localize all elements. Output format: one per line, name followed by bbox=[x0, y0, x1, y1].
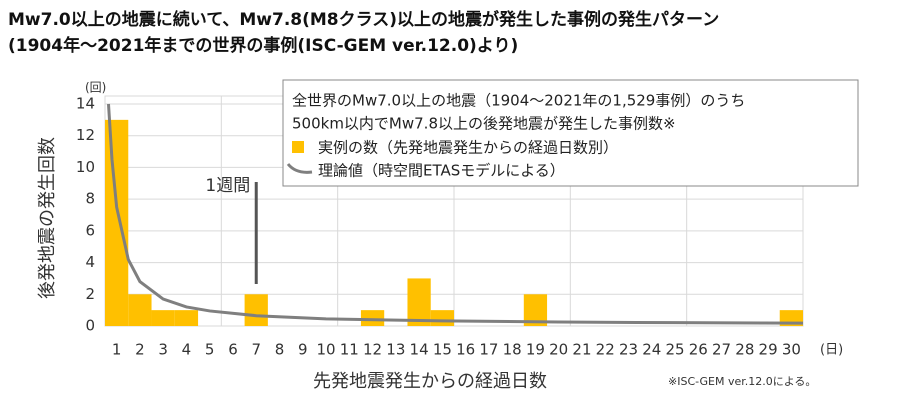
y-tick-label: 14 bbox=[76, 95, 95, 113]
x-tick-label: 30 bbox=[782, 341, 801, 359]
bar bbox=[523, 294, 548, 326]
note: ※ISC-GEM ver.12.0による。 bbox=[668, 375, 816, 388]
x-tick-label: 4 bbox=[182, 341, 192, 359]
bar bbox=[105, 119, 129, 326]
x-tick-label: 20 bbox=[549, 341, 568, 359]
curve bbox=[106, 103, 804, 325]
y-tick-label: 10 bbox=[76, 158, 95, 176]
legend-label: 実例の数（先発地震発生からの経過日数別） bbox=[318, 139, 618, 157]
bar bbox=[430, 310, 454, 326]
bar bbox=[128, 294, 152, 326]
bar bbox=[407, 278, 431, 326]
x-tick-label: 8 bbox=[275, 341, 285, 359]
x-tick-label: 25 bbox=[665, 341, 684, 359]
y-axis-label: 後発地震の発生回数 bbox=[37, 137, 58, 299]
y-tick-label: 0 bbox=[85, 317, 95, 335]
legend-label: 理論値（時空間ETASモデルによる） bbox=[318, 162, 565, 180]
x-tick-label: 16 bbox=[456, 341, 475, 359]
x-unit: (日) bbox=[820, 343, 843, 358]
x-tick-label: 13 bbox=[386, 341, 405, 359]
x-tick-label: 29 bbox=[759, 341, 778, 359]
y-tick-label: 2 bbox=[85, 285, 95, 303]
x-tick-label: 23 bbox=[619, 341, 638, 359]
x-tick-label: 3 bbox=[158, 341, 168, 359]
chart-subtitle: (1904年～2021年までの世界の事例(ISC-GEM ver.12.0)より… bbox=[8, 35, 518, 56]
x-tick-label: 14 bbox=[410, 341, 429, 359]
legend-swatch bbox=[286, 163, 313, 174]
x-tick-label: 22 bbox=[596, 341, 615, 359]
x-tick-label: 17 bbox=[479, 341, 498, 359]
x-tick-label: 12 bbox=[363, 341, 382, 359]
x-tick-label: 26 bbox=[689, 341, 708, 359]
legend-swatch bbox=[292, 141, 304, 153]
y-tick-label: 4 bbox=[85, 253, 95, 271]
x-tick-label: 24 bbox=[642, 341, 661, 359]
x-tick-label: 28 bbox=[735, 341, 754, 359]
annotation: 1週間 bbox=[205, 176, 250, 196]
y-unit: (回) bbox=[85, 81, 106, 95]
x-tick-label: 18 bbox=[503, 341, 522, 359]
bar bbox=[360, 310, 385, 326]
x-tick-label: 27 bbox=[712, 341, 731, 359]
x-tick-label: 11 bbox=[340, 341, 359, 359]
x-tick-label: 7 bbox=[251, 341, 261, 359]
x-tick-label: 6 bbox=[228, 341, 238, 359]
bar bbox=[151, 310, 175, 326]
x-tick-label: 2 bbox=[135, 341, 145, 359]
y-tick-label: 12 bbox=[76, 126, 95, 144]
x-tick-label: 5 bbox=[205, 341, 215, 359]
legend-title: 500km以内でMw7.8以上の後発地震が発生した事例数※ bbox=[292, 115, 676, 133]
x-tick-label: 9 bbox=[298, 341, 308, 359]
bar bbox=[244, 294, 268, 326]
x-tick-label: 1 bbox=[112, 341, 122, 359]
bar bbox=[174, 310, 199, 326]
legend-title: 全世界のMw7.0以上の地震（1904～2021年の1,529事例）のうち bbox=[292, 92, 745, 110]
x-axis-label: 先発地震発生からの経過日数 bbox=[313, 371, 547, 392]
chart-title: Mw7.0以上の地震に続いて、Mw7.8(M8クラス)以上の地震が発生した事例の… bbox=[8, 9, 719, 30]
y-tick-label: 8 bbox=[85, 190, 95, 208]
x-tick-label: 19 bbox=[526, 341, 545, 359]
legend-box bbox=[282, 79, 859, 187]
y-tick-label: 6 bbox=[85, 221, 95, 239]
x-tick-label: 15 bbox=[433, 341, 452, 359]
x-tick-label: 21 bbox=[572, 341, 591, 359]
x-tick-label: 10 bbox=[316, 341, 335, 359]
